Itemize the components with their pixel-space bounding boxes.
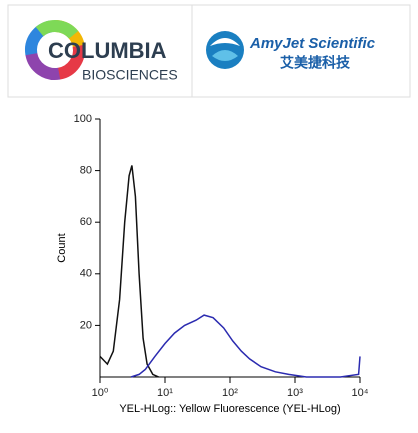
logo-sub: 艾美捷科技 bbox=[280, 55, 351, 71]
x-tick-label: 10⁴ bbox=[352, 387, 369, 399]
y-axis-label: Count bbox=[56, 233, 68, 262]
y-tick-label: 80 bbox=[80, 165, 92, 177]
x-tick-label: 10¹ bbox=[157, 387, 173, 399]
series-line bbox=[130, 314, 361, 378]
amyjet-mark bbox=[206, 31, 244, 69]
columbia-mark bbox=[24, 20, 85, 80]
series-line bbox=[99, 165, 160, 378]
x-tick-label: 10² bbox=[222, 387, 238, 399]
y-tick-label: 100 bbox=[74, 113, 92, 125]
y-tick-label: 40 bbox=[80, 268, 92, 280]
y-tick-label: 20 bbox=[80, 319, 92, 331]
x-tick-label: 10⁰ bbox=[92, 387, 109, 399]
logo-name: COLUMBIA bbox=[48, 38, 167, 63]
x-tick-label: 10³ bbox=[287, 387, 303, 399]
logo-name: AmyJet Scientific bbox=[249, 35, 376, 52]
x-axis-label: YEL-HLog:: Yellow Fluorescence (YEL-HLog… bbox=[119, 403, 340, 415]
y-tick-label: 60 bbox=[80, 216, 92, 228]
logo-sub: BIOSCIENCES bbox=[82, 67, 178, 83]
